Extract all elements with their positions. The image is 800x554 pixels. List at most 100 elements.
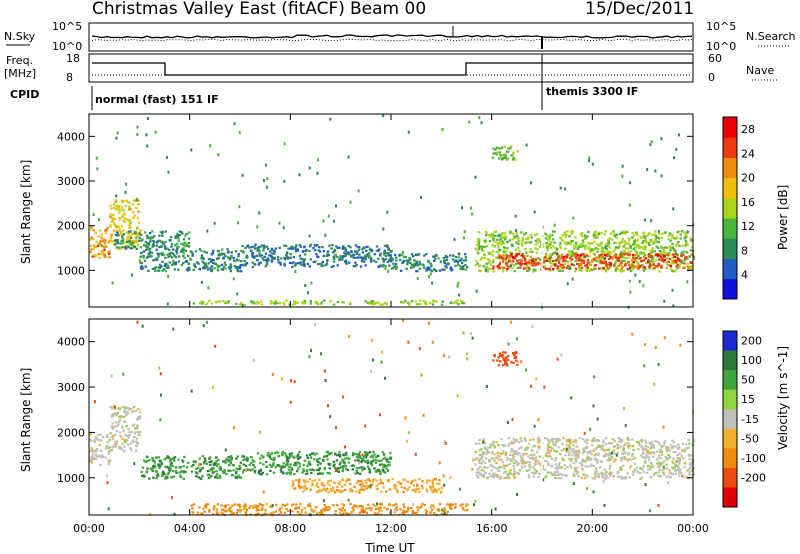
data-cell-0-8 (529, 255, 533, 258)
data-cell-1-4 (325, 505, 328, 509)
data-cell-0-3 (230, 251, 233, 254)
scatter-cell (673, 156, 675, 160)
data-cell-1-6 (666, 467, 669, 470)
data-cell-0-7 (526, 241, 530, 244)
data-cell-1-4 (295, 503, 298, 506)
data-cell-1-4 (449, 503, 452, 506)
data-cell-0-7 (596, 235, 599, 239)
data-cell-1-2 (158, 466, 161, 469)
data-cell-1-3 (251, 459, 254, 462)
data-cell-0-7 (553, 230, 556, 233)
data-cell-0-5 (449, 254, 452, 257)
data-cell-1-4 (415, 511, 418, 514)
data-cell-1-6 (500, 466, 503, 469)
data-cell-0-7 (624, 252, 627, 255)
scatter-cell (265, 163, 267, 167)
data-cell-0-8 (632, 261, 636, 264)
scatter-cell (304, 284, 307, 287)
data-cell-1-6 (491, 457, 494, 460)
data-cell-0-8 (569, 257, 572, 260)
data-cell-1-6 (594, 467, 598, 470)
data-cell-1-6 (623, 444, 626, 447)
data-cell-0-7 (491, 261, 495, 264)
scatter-cell (159, 372, 162, 376)
data-cell-1-3 (326, 450, 329, 453)
data-cell-1-6 (596, 459, 599, 462)
data-cell-0-7 (569, 241, 572, 244)
data-cell-0-8 (580, 266, 584, 269)
scatter-cell (256, 225, 259, 229)
data-cell-1-1 (124, 441, 127, 444)
data-cell-1-1 (127, 436, 130, 439)
data-cell-1-6 (665, 448, 669, 451)
data-cell-1-1 (114, 412, 117, 416)
data-cell-0-7 (592, 240, 596, 243)
data-cell-0-7 (572, 264, 576, 267)
data-cell-1-4 (370, 507, 373, 510)
data-cell-1-6 (493, 446, 496, 449)
data-cell-0-7 (680, 230, 684, 233)
data-cell-1-6 (589, 458, 592, 462)
data-cell-0-8 (531, 261, 534, 264)
data-cell-0-4 (377, 257, 380, 260)
data-cell-1-2 (199, 463, 202, 466)
data-cell-1-6 (613, 460, 616, 463)
data-cell-1-6 (626, 472, 629, 475)
scatter-cell (369, 484, 372, 488)
scatter-cell (308, 166, 311, 170)
data-cell-0-7 (679, 237, 682, 240)
data-cell-1-3 (267, 452, 270, 455)
data-cell-1-2 (229, 462, 233, 465)
data-cell-0-8 (632, 257, 635, 260)
data-cell-1-1 (124, 433, 127, 436)
data-cell-1-6 (633, 462, 637, 465)
scatter-cell (604, 245, 607, 249)
data-cell-0-3 (204, 267, 207, 270)
noise-right-tick-top: 10^5 (706, 20, 736, 33)
data-cell-0-2 (174, 244, 177, 247)
data-cell-1-2 (197, 466, 200, 469)
data-cell-0-8 (594, 257, 598, 260)
data-cell-1-5 (368, 479, 372, 483)
scatter-cell (559, 186, 562, 190)
data-cell-1-5 (303, 481, 307, 484)
scatter-cell (111, 281, 114, 285)
data-cell-0-3 (142, 256, 145, 259)
data-cell-0-3 (151, 267, 155, 271)
data-cell-0-3 (200, 255, 204, 258)
data-cell-0-4 (385, 245, 389, 248)
data-cell-0-4 (345, 262, 348, 265)
scatter-cell (530, 181, 533, 185)
data-cell-1-2 (158, 463, 161, 466)
data-cell-1-7 (498, 352, 502, 355)
data-cell-0-8 (594, 264, 597, 267)
data-cell-0-8 (632, 265, 636, 268)
data-cell-0-7 (561, 234, 565, 237)
data-cell-1-6 (674, 445, 677, 448)
data-cell-1-4 (299, 502, 302, 506)
data-cell-1-3 (281, 452, 284, 455)
data-cell-1-6 (673, 466, 676, 469)
data-cell-1-5 (339, 491, 343, 494)
data-cell-1-6 (509, 458, 512, 461)
data-cell-0-4 (351, 253, 354, 256)
scatter-cell (570, 396, 573, 400)
data-cell-1-6 (620, 475, 623, 478)
data-cell-0-7 (624, 247, 628, 250)
data-cell-1-2 (227, 469, 230, 472)
data-cell-0-7 (651, 267, 654, 270)
data-cell-0-3 (143, 259, 147, 262)
data-cell-1-3 (358, 450, 362, 454)
scatter-cell (342, 395, 345, 399)
data-cell-1-4 (341, 506, 344, 509)
scatter-cell (283, 142, 286, 146)
data-cell-0-4 (294, 248, 298, 251)
data-cell-1-2 (192, 463, 195, 467)
scatter-cell (233, 122, 236, 126)
data-cell-1-5 (317, 485, 320, 488)
data-cell-0-7 (669, 249, 672, 252)
data-cell-1-6 (642, 449, 645, 452)
data-cell-1-2 (169, 464, 172, 468)
data-cell-1-6 (546, 471, 549, 474)
data-cell-0-1 (111, 213, 115, 217)
